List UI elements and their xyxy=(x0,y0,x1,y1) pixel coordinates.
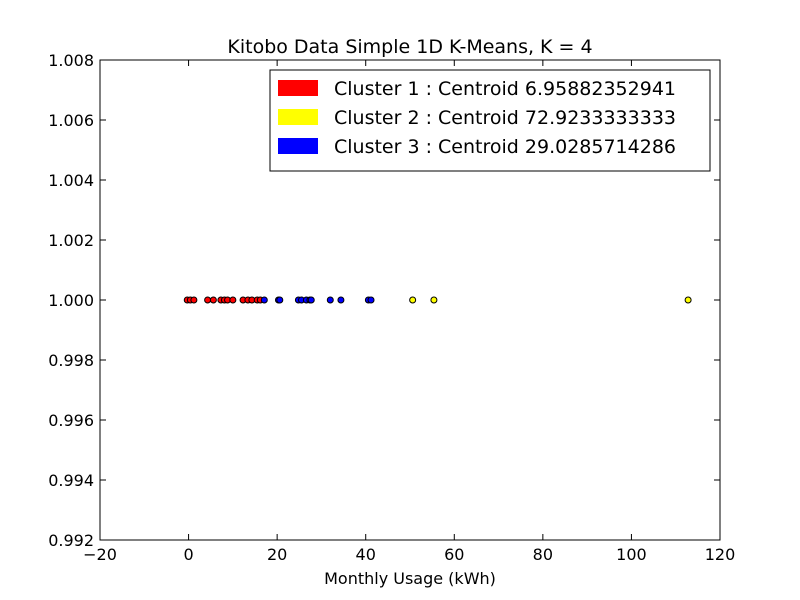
x-tick-label: 60 xyxy=(444,545,464,564)
axes-frame xyxy=(99,59,721,541)
legend-swatch-cluster-1 xyxy=(278,80,318,96)
data-point-cluster-1 xyxy=(229,296,237,304)
y-tick-label: 1.006 xyxy=(48,111,94,130)
data-point-cluster-1 xyxy=(209,296,217,304)
x-tick-label: 100 xyxy=(616,545,647,564)
x-tick-label: 40 xyxy=(356,545,376,564)
legend-label-cluster-1: Cluster 1 : Centroid 6.95882352941 xyxy=(334,78,676,100)
y-tick-label: 0.994 xyxy=(48,471,94,490)
y-tick-label: 1.000 xyxy=(48,291,94,310)
data-point-cluster-2 xyxy=(684,296,692,304)
x-tick-label: 120 xyxy=(705,545,736,564)
data-point-cluster-3 xyxy=(367,296,375,304)
data-point-cluster-3 xyxy=(326,296,334,304)
legend-label-cluster-2: Cluster 2 : Centroid 72.9233333333 xyxy=(334,107,676,129)
y-tick-label: 0.996 xyxy=(48,411,94,430)
x-tick-label: −20 xyxy=(83,545,117,564)
y-tick-label: 1.008 xyxy=(48,51,94,70)
data-point-cluster-3 xyxy=(276,296,284,304)
x-axis-label: Monthly Usage (kWh) xyxy=(324,569,496,588)
legend-label-cluster-3: Cluster 3 : Centroid 29.0285714286 xyxy=(334,136,676,158)
data-point-cluster-3 xyxy=(260,296,268,304)
y-tick-label: 0.992 xyxy=(48,531,94,550)
y-tick-label: 0.998 xyxy=(48,351,94,370)
legend-swatch-cluster-2 xyxy=(278,109,318,125)
x-tick-label: 0 xyxy=(183,545,193,564)
data-point-cluster-1 xyxy=(204,296,212,304)
legend: Cluster 1 : Centroid 6.95882352941 Cluste… xyxy=(269,69,711,172)
chart-title: Kitobo Data Simple 1D K-Means, K = 4 xyxy=(227,36,592,58)
legend-swatch-cluster-3 xyxy=(278,138,318,154)
data-point-cluster-3 xyxy=(307,296,315,304)
y-tick-label: 1.002 xyxy=(48,231,94,250)
x-tick-label: 80 xyxy=(533,545,553,564)
data-point-cluster-1 xyxy=(190,296,198,304)
data-point-cluster-2 xyxy=(409,296,417,304)
data-point-cluster-2 xyxy=(430,296,438,304)
data-point-cluster-3 xyxy=(337,296,345,304)
y-tick-label: 1.004 xyxy=(48,171,94,190)
legend-box xyxy=(269,69,711,172)
x-tick-label: 20 xyxy=(267,545,287,564)
